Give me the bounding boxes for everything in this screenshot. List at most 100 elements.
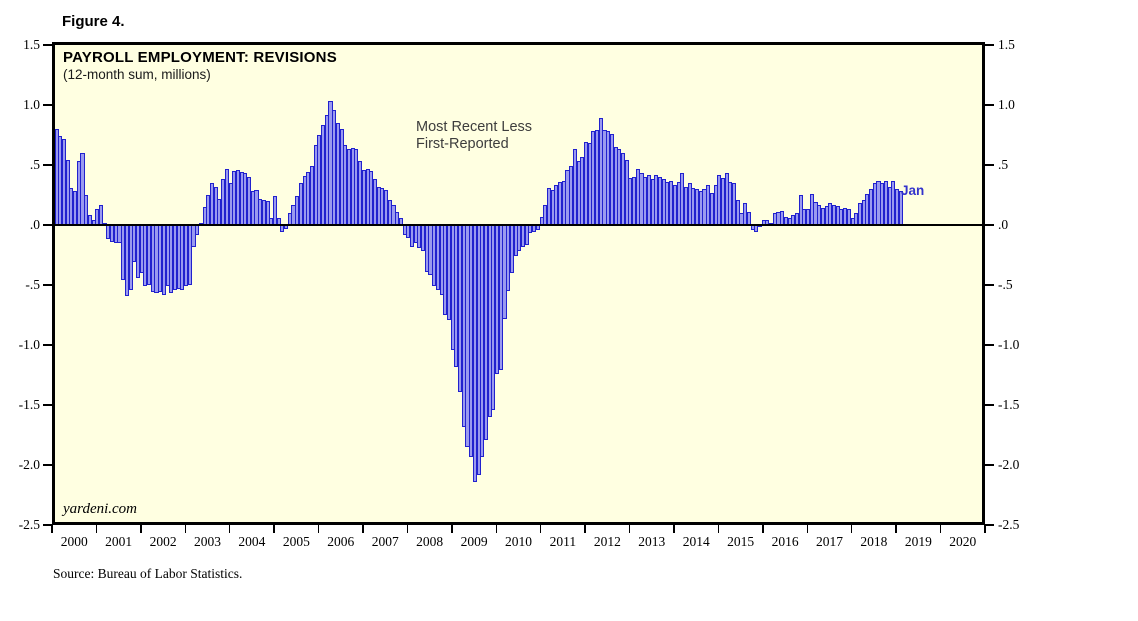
bar (113, 225, 118, 243)
bar (754, 225, 759, 233)
bar (513, 225, 518, 257)
y-axis-label-right: -1.5 (998, 397, 1020, 412)
x-axis-year-label: 2000 (60, 534, 88, 549)
y-axis-tick-left (43, 464, 52, 466)
x-axis-tick (95, 525, 98, 533)
y-axis-tick-left (43, 284, 52, 286)
x-axis-tick (140, 525, 142, 533)
x-axis-year-label: 2007 (371, 534, 399, 549)
x-axis-tick (939, 525, 942, 533)
y-axis-tick-right (985, 44, 994, 46)
x-axis-year-label: 2005 (282, 534, 310, 549)
x-axis-tick (317, 525, 320, 533)
x-axis-year-label: 2014 (682, 534, 710, 549)
x-axis-tick (539, 525, 542, 533)
x-axis-tick (228, 525, 231, 533)
x-axis-tick (762, 525, 764, 533)
y-axis-tick-right (985, 524, 994, 526)
y-axis-label-left: .5 (29, 157, 40, 172)
bar (757, 225, 763, 228)
y-axis-tick-right (985, 344, 994, 346)
bar (487, 225, 492, 417)
bar (498, 225, 503, 371)
y-axis-label-right: -2.5 (998, 517, 1020, 532)
bar (158, 225, 163, 293)
bar (117, 225, 122, 243)
x-axis-tick (184, 525, 187, 533)
x-axis-tick (717, 525, 720, 533)
bar (139, 225, 144, 273)
bar (428, 225, 433, 276)
x-axis-year-label: 2002 (149, 534, 177, 549)
bar (195, 225, 200, 235)
bar (187, 225, 192, 285)
x-axis-year-label: 2018 (860, 534, 888, 549)
y-axis-label-right: -.5 (998, 277, 1013, 292)
bar (132, 225, 137, 263)
x-axis-year-label: 2015 (727, 534, 755, 549)
x-axis-tick (984, 525, 986, 533)
bar (746, 211, 751, 225)
chart-subtitle: (12-month sum, millions) (63, 67, 211, 82)
bar (280, 225, 285, 233)
x-axis-year-label: 2012 (593, 534, 621, 549)
y-axis-tick-right (985, 404, 994, 406)
y-axis-tick-left (43, 404, 52, 406)
x-axis-tick (806, 525, 809, 533)
y-axis-tick-right (985, 224, 994, 226)
bar (150, 225, 155, 293)
bar (535, 225, 540, 230)
y-axis-label-right: 1.0 (998, 97, 1015, 112)
bar (524, 225, 529, 246)
y-axis-tick-left (43, 44, 52, 46)
x-axis-year-label: 2020 (949, 534, 977, 549)
x-axis-tick (895, 525, 897, 533)
y-axis-tick-left (43, 344, 52, 346)
chart-plot-area (52, 42, 985, 525)
annotation-line-2: First-Reported (416, 136, 509, 152)
bar (106, 225, 111, 240)
y-axis-label-left: 1.0 (23, 97, 40, 112)
y-axis-tick-right (985, 164, 994, 166)
bar (509, 225, 514, 273)
x-axis-year-label: 2011 (549, 534, 577, 549)
x-axis-tick (273, 525, 275, 533)
bar (147, 225, 152, 285)
annotation-line-1: Most Recent Less (416, 119, 533, 135)
bar (443, 225, 448, 315)
x-axis-year-label: 2017 (816, 534, 843, 549)
x-axis-year-label: 2008 (416, 534, 444, 549)
x-axis-tick (362, 525, 364, 533)
x-axis-year-label: 2009 (460, 534, 488, 549)
figure-label: Figure 4. (62, 13, 125, 30)
x-axis-tick (495, 525, 498, 533)
bar (465, 225, 470, 447)
bar-series-layer (52, 42, 985, 525)
bar (165, 225, 170, 287)
y-axis-label-right: -1.0 (998, 337, 1020, 352)
y-axis-label-right: 1.5 (998, 37, 1015, 52)
y-axis-tick-right (985, 104, 994, 106)
y-axis-tick-left (43, 524, 52, 526)
bar (121, 225, 126, 281)
x-axis-year-label: 2016 (771, 534, 799, 549)
x-axis-tick (628, 525, 631, 533)
y-axis-tick-right (985, 464, 994, 466)
y-axis-label-right: -2.0 (998, 457, 1020, 472)
x-axis-tick (850, 525, 853, 533)
y-axis-label-left: -.5 (25, 277, 40, 292)
bar (406, 225, 411, 239)
chart-title: PAYROLL EMPLOYMENT: REVISIONS (63, 49, 337, 66)
y-axis-tick-right (985, 284, 994, 286)
bar (528, 225, 533, 234)
x-axis-tick (673, 525, 675, 533)
bar (432, 225, 437, 287)
bar (284, 225, 289, 229)
y-axis-label-left: 1.5 (23, 37, 40, 52)
bar (532, 225, 537, 233)
x-axis-year-label: 2019 (904, 534, 932, 549)
y-axis-tick-left (43, 164, 52, 166)
y-axis-label-right: .5 (998, 157, 1009, 172)
zero-axis-line (52, 224, 985, 226)
bar (143, 225, 148, 287)
